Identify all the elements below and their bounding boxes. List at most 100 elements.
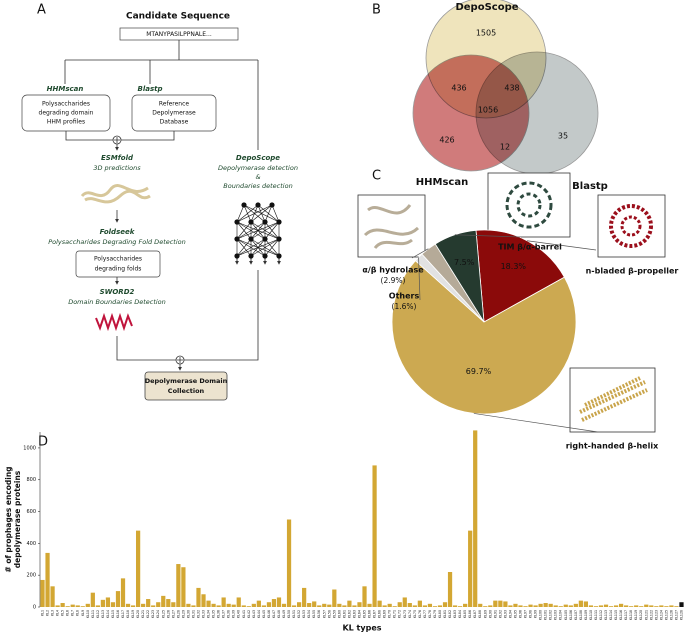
- nn-edge: [236, 204, 245, 223]
- x-tick-label: KL123: [654, 610, 658, 620]
- x-tick-label: KL35: [212, 610, 216, 618]
- x-tick-label: KL111: [594, 610, 598, 620]
- x-tick-label: KL31: [191, 610, 195, 618]
- output-line: Collection: [168, 387, 205, 395]
- structure-box: [569, 367, 656, 433]
- structure-image: [516, 192, 542, 218]
- tool-name: Blastp: [138, 85, 163, 93]
- x-tick-label: KL98: [529, 610, 533, 618]
- bar: [402, 597, 407, 607]
- bar: [291, 605, 297, 607]
- x-tick-label: KL120: [639, 610, 643, 620]
- nn-edge: [264, 238, 280, 257]
- bar: [387, 603, 392, 607]
- bar: [281, 603, 287, 607]
- x-tick-label: KL37: [222, 610, 226, 618]
- bar: [603, 604, 609, 607]
- bar: [226, 603, 231, 607]
- x-tick-label: KL23: [151, 610, 155, 618]
- nn-node: [262, 236, 268, 242]
- venn-count: 12: [500, 143, 510, 152]
- x-tick-label: KL73: [403, 610, 407, 618]
- bar: [221, 597, 226, 607]
- tool-name: HHMscan: [47, 85, 84, 93]
- bar: [644, 604, 649, 607]
- bar: [598, 605, 604, 607]
- venn-count: 1505: [476, 29, 496, 38]
- x-tick-label: KL38: [227, 610, 231, 618]
- nn-edge: [236, 238, 266, 257]
- x-tick-label: KL82: [448, 610, 452, 618]
- x-tick-label: KL103: [554, 610, 558, 620]
- x-tick-label: KL67: [373, 610, 377, 618]
- bar: [266, 602, 272, 607]
- bar: [679, 602, 684, 607]
- y-tick-label: 0: [33, 605, 36, 611]
- tool-desc: Polysaccharides Degrading Fold Detection: [48, 238, 186, 246]
- bar: [276, 597, 282, 607]
- tool-desc: Boundaries detection: [223, 182, 292, 190]
- x-tick-label: KL79: [433, 610, 437, 618]
- structure-image: [80, 183, 151, 204]
- x-tick-label: KL51: [292, 610, 296, 618]
- x-tick-label: KL92: [498, 610, 502, 618]
- bar: [493, 600, 498, 607]
- nn-node: [248, 236, 254, 242]
- bar: [181, 567, 186, 607]
- bar: [649, 605, 654, 607]
- bar: [201, 594, 206, 607]
- bar: [327, 604, 332, 607]
- bar: [538, 603, 543, 607]
- bar: [397, 602, 402, 607]
- bar: [452, 605, 458, 607]
- structure-image: [505, 181, 553, 229]
- bar: [563, 604, 568, 607]
- bar: [251, 603, 256, 607]
- bar: [115, 591, 121, 607]
- value-label: 69.7%: [466, 367, 492, 376]
- x-tick-label: KL116: [619, 610, 623, 620]
- sequence: MTANYPASILPPNALE...: [146, 31, 212, 38]
- box-line: degrading domain: [39, 110, 94, 117]
- bar: [80, 606, 85, 607]
- bar: [548, 603, 553, 607]
- category-label: Others: [389, 292, 420, 301]
- bar: [120, 578, 126, 607]
- panel-letters: A B C D: [37, 3, 381, 450]
- x-tick-label: KL36: [217, 610, 221, 618]
- x-tick-label: KL95: [513, 610, 517, 618]
- x-tick-label: KL127: [674, 610, 678, 620]
- bar: [483, 606, 488, 607]
- bar: [422, 605, 428, 607]
- bar: [156, 602, 161, 607]
- x-axis-label: KL types: [342, 624, 381, 633]
- x-tick-label: KL69: [383, 610, 387, 618]
- x-tick-label: KL60: [337, 610, 341, 618]
- x-tick-label: KL29: [181, 610, 185, 618]
- x-tick-label: KL106: [569, 610, 573, 620]
- category-label: α/β hydrolase: [362, 266, 424, 275]
- x-tick-label: KL83: [453, 610, 457, 618]
- x-tick-label: KL112: [599, 610, 603, 620]
- structure-box: [357, 194, 426, 258]
- x-tick-label: KL3: [51, 610, 55, 616]
- x-tick-label: KL121: [644, 610, 648, 620]
- panel-letter: A: [37, 3, 46, 18]
- x-tick-label: KL10: [86, 610, 90, 618]
- bar: [166, 599, 171, 607]
- x-tick-label: KL61: [342, 610, 346, 618]
- nn-edge: [236, 238, 280, 257]
- x-tick-label: KL22: [146, 610, 150, 618]
- bar: [578, 600, 583, 607]
- x-tick-label: KL107: [574, 610, 578, 620]
- panel-letter: C: [372, 169, 381, 184]
- neural-network-icon: [234, 202, 282, 265]
- x-tick-label: KL66: [368, 610, 372, 618]
- x-tick-label: KL9: [81, 610, 85, 616]
- bar: [362, 586, 367, 607]
- bar: [432, 606, 438, 607]
- box-line: Database: [160, 119, 189, 126]
- leader-line: [473, 413, 599, 433]
- bar: [206, 600, 211, 607]
- y-tick-label: 600: [26, 509, 36, 515]
